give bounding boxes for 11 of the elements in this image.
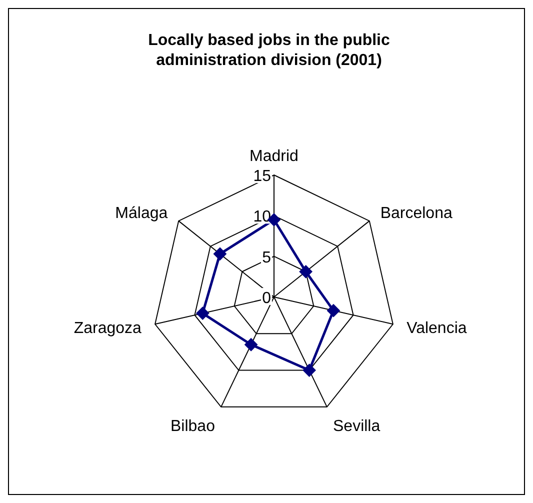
chart-title: Locally based jobs in the public administration division (2001) (147, 31, 391, 71)
spoke-label: Valencia (406, 320, 467, 337)
spoke-label: Bilbao (170, 418, 216, 435)
spoke-label: Sevilla (333, 418, 380, 435)
y-tick-label: 0 (262, 290, 272, 307)
spoke-label: Zaragoza (74, 320, 142, 337)
spoke-label: Málaga (115, 204, 168, 222)
y-tick-label: 5 (262, 249, 272, 266)
y-tick-label: 15 (253, 168, 272, 185)
spoke-label: Barcelona (380, 204, 452, 222)
spoke-label: Madrid (250, 148, 298, 165)
